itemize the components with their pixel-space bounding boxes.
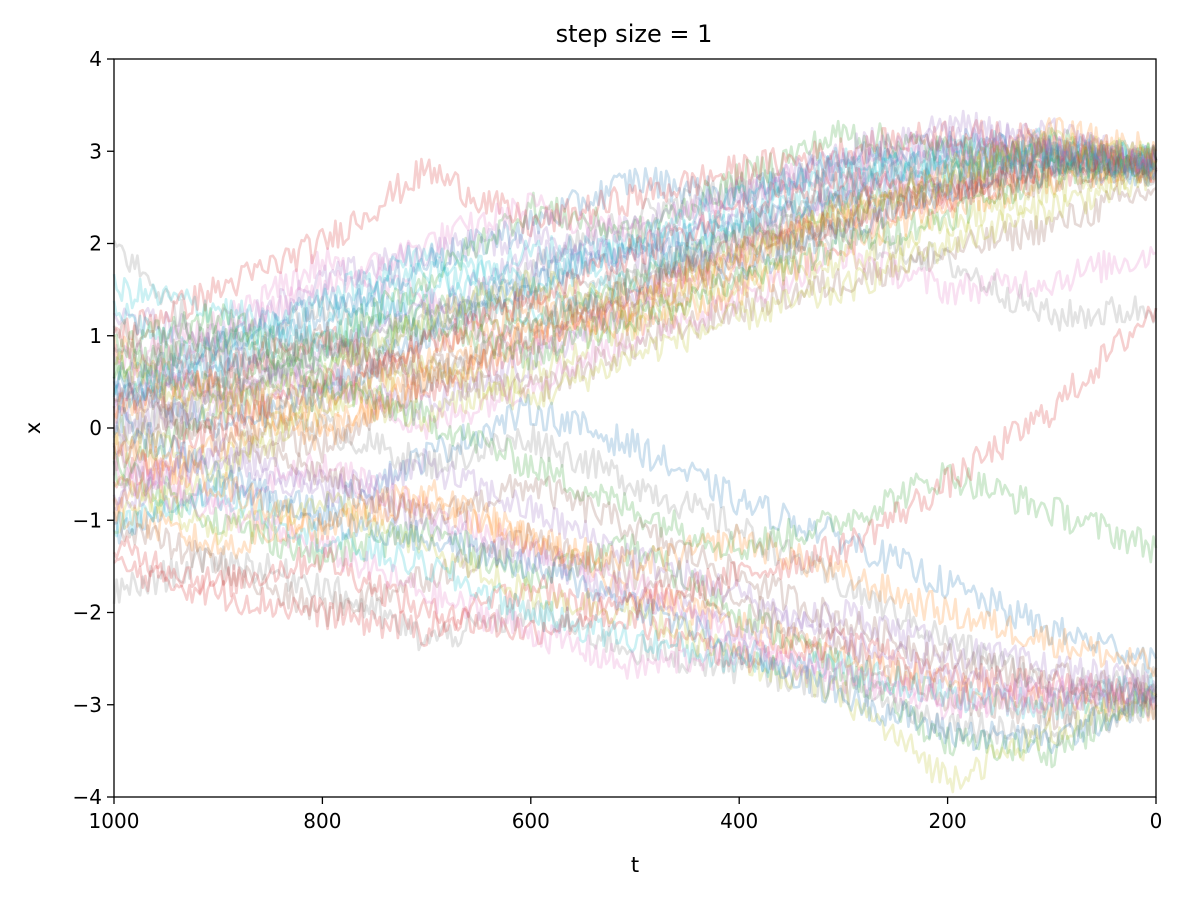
series-line [112, 239, 1157, 441]
series-line [113, 474, 1157, 794]
series-line [112, 305, 1158, 646]
series-line [112, 143, 1158, 489]
x-tick-label: 400 [720, 809, 758, 833]
x-axis-label: t [631, 853, 639, 877]
series-line [112, 146, 1158, 514]
series-line [112, 127, 1157, 487]
series-line [113, 446, 1158, 719]
y-tick-label: 0 [89, 416, 102, 440]
series-line [113, 405, 1158, 755]
y-tick-label: −4 [73, 785, 102, 809]
series-line [112, 139, 1158, 389]
series-line [112, 137, 1158, 394]
series-line [112, 341, 1158, 702]
series-line [112, 134, 1157, 406]
series-line [112, 119, 1158, 404]
series-line [113, 555, 1158, 711]
series-line [112, 127, 1158, 357]
y-tick-label: −1 [73, 508, 102, 532]
series-group [112, 109, 1158, 794]
series-line [112, 134, 1158, 388]
x-tick-label: 200 [929, 809, 967, 833]
series-line [112, 152, 1158, 424]
x-tick-label: 800 [303, 809, 341, 833]
series-line [113, 146, 1158, 374]
series-line [112, 324, 1158, 564]
series-line [112, 510, 1158, 731]
series-line [112, 444, 1157, 719]
series-line [112, 451, 1157, 769]
series-line [113, 165, 1156, 535]
y-tick-label: 2 [89, 232, 102, 256]
x-tick-label: 600 [512, 809, 550, 833]
series-line [112, 477, 1158, 721]
y-tick-label: −3 [73, 693, 102, 717]
series-line [112, 137, 1158, 447]
series-line [112, 479, 1158, 723]
series-line [112, 135, 1158, 371]
y-tick-label: −2 [73, 601, 102, 625]
series-line [112, 431, 1158, 678]
series-line [113, 127, 1158, 424]
x-tick-label: 0 [1150, 809, 1163, 833]
y-tick-label: 1 [89, 324, 102, 348]
x-axis: 1000 800 600 400 200 0 [89, 797, 1163, 833]
series-line [112, 148, 1158, 451]
series-line [112, 116, 1158, 435]
series-line [112, 185, 1157, 472]
series-line [112, 153, 1158, 439]
y-tick-label: 3 [89, 139, 102, 163]
series-line [112, 117, 1158, 351]
series-line [112, 128, 1158, 409]
series-line [113, 393, 1158, 674]
series-line [112, 143, 1158, 411]
x-tick-label: 1000 [89, 809, 140, 833]
series-line [112, 152, 1157, 380]
series-line [113, 382, 1158, 708]
y-tick-label: 4 [89, 47, 102, 71]
y-axis-label: x [21, 422, 45, 434]
series-line [112, 437, 1158, 702]
series-line [113, 218, 1158, 403]
series-line [112, 545, 1158, 747]
series-line [112, 119, 1158, 348]
series-line [112, 135, 1158, 457]
series-line [112, 109, 1158, 442]
series-line [112, 461, 1158, 721]
series-line [112, 156, 1157, 476]
y-axis: 4 3 2 1 0 −1 −2 −3 −4 [73, 47, 114, 809]
chart-title: step size = 1 [556, 20, 713, 48]
series-line [112, 143, 1158, 422]
